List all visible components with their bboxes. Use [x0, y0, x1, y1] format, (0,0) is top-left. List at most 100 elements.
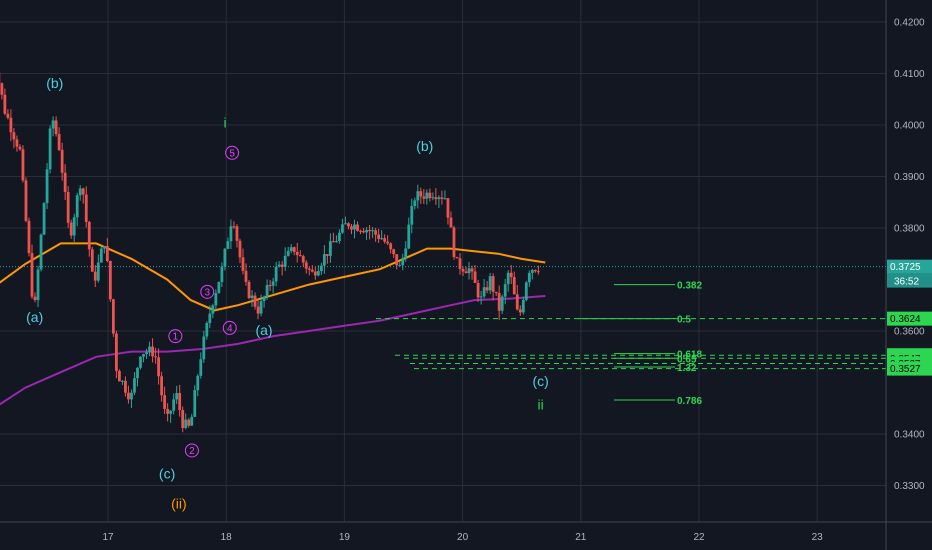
candle-body [398, 265, 402, 267]
candle-body [298, 255, 302, 257]
wave-label: (a) [26, 309, 43, 325]
candle-body [268, 285, 272, 287]
candle-body [181, 409, 185, 428]
candle-body [316, 271, 320, 276]
grid-layer [0, 0, 886, 522]
candle-body [124, 380, 127, 393]
circled-wave-marker [222, 320, 237, 335]
candle-body [362, 231, 365, 233]
fib-level-label: 0.382 [677, 281, 702, 292]
circled-wave-number: 3 [205, 287, 211, 298]
moving-averages [0, 242, 546, 406]
price-tick-label: 0.3300 [894, 481, 925, 492]
candle-body [271, 281, 275, 286]
candle-body [371, 230, 374, 232]
candle-body [434, 197, 438, 200]
candle-body [325, 254, 329, 256]
fib-level-label: 0.5 [677, 315, 691, 326]
candle-body [491, 276, 495, 292]
candle-body [136, 367, 139, 379]
candle-body [341, 224, 344, 233]
candle-body [66, 192, 70, 223]
candle-body [93, 271, 97, 281]
candle-body [60, 149, 64, 173]
candle-body [36, 269, 40, 301]
circled-wave-marker [168, 329, 183, 344]
candle-body [6, 113, 10, 118]
candle-body [42, 203, 46, 235]
circled-wave-number: 2 [189, 446, 195, 457]
candle-body [307, 268, 311, 270]
candle-body [359, 230, 362, 232]
candle-body [96, 262, 100, 281]
candle-body [217, 281, 221, 294]
candle-body [274, 266, 278, 282]
candle-body [521, 299, 525, 313]
fib-level-label: 0.618 [677, 350, 702, 361]
candle-body [39, 234, 43, 270]
candle-body [476, 282, 480, 298]
candle-body [395, 254, 399, 266]
candle-body [461, 268, 465, 272]
candle-body [190, 416, 194, 426]
candle-body [380, 238, 384, 240]
candle-body [238, 240, 242, 258]
time-tick-label: 19 [339, 532, 351, 543]
wave-label: (b) [416, 138, 433, 154]
candle-body [3, 94, 7, 114]
candle-body [232, 226, 236, 228]
candle-body [437, 197, 441, 200]
candle-body [422, 196, 426, 199]
candle-body [310, 269, 314, 272]
candle-body [54, 120, 58, 135]
time-tick-label: 17 [102, 532, 114, 543]
candle-body [202, 336, 206, 360]
candle-body [283, 255, 287, 267]
candle-body [160, 376, 164, 396]
candle-body [172, 399, 176, 411]
candle-body [265, 285, 269, 297]
candle-body [24, 180, 28, 221]
price-tag-label: 0.3527 [890, 364, 921, 375]
candle-body [338, 232, 341, 241]
candle-body [226, 241, 230, 249]
price-tag-label: 0.3624 [890, 314, 921, 325]
candle-body [108, 260, 112, 300]
candle-body [295, 251, 299, 256]
candle-body [277, 264, 281, 267]
circled-wave-number: 5 [229, 148, 235, 159]
candle-body [90, 249, 94, 272]
candle-body [509, 272, 513, 278]
wave-label: (ii) [171, 496, 187, 512]
candle-body [389, 243, 393, 250]
candle-body [470, 268, 474, 272]
price-tick-label: 0.4200 [894, 18, 925, 29]
candle-body [407, 224, 411, 249]
candle-body [0, 83, 4, 95]
candle-body [130, 392, 133, 400]
candle-body [223, 248, 227, 267]
candle-body [377, 234, 381, 239]
wave-label: (c) [532, 373, 548, 389]
circled-wave-marker [184, 443, 199, 458]
candle-body [84, 194, 88, 222]
candle-body [211, 305, 215, 314]
candle-body [518, 309, 522, 313]
candle-body [443, 198, 447, 200]
candle-body [33, 296, 37, 301]
candle-body [259, 301, 263, 314]
candle-body [220, 266, 224, 282]
candle-body [319, 265, 323, 272]
candle-body [413, 200, 417, 207]
ma-slow-line [0, 295, 546, 406]
candle-body [404, 248, 408, 258]
candle-body [365, 229, 368, 233]
candle-body [133, 378, 136, 393]
candle-body [449, 217, 453, 228]
candle-body [139, 356, 142, 368]
candle-body [15, 139, 19, 147]
ma-fast-line [0, 242, 546, 312]
candle-body [250, 295, 254, 299]
